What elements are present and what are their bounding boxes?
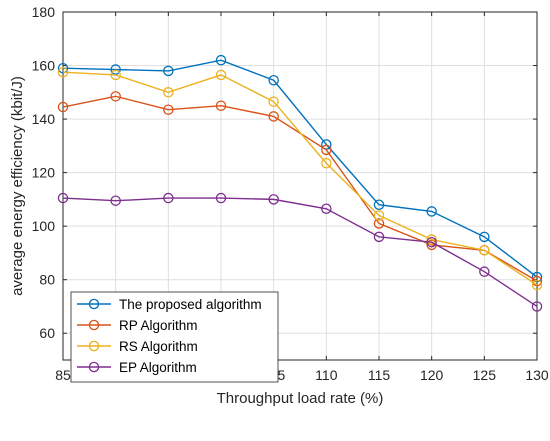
- data-point: [215, 54, 227, 66]
- y-tick-label: 120: [32, 165, 56, 181]
- data-point: [57, 192, 69, 204]
- data-point: [268, 75, 279, 86]
- x-tick-label: 120: [420, 367, 444, 383]
- data-point: [163, 104, 174, 115]
- x-tick-label: 85: [55, 367, 71, 383]
- y-tick-label: 160: [32, 58, 56, 74]
- data-point: [57, 101, 69, 113]
- data-point: [268, 194, 279, 205]
- legend-item: EP Algorithm: [77, 360, 197, 375]
- series-line: [62, 95, 538, 282]
- data-point: [479, 266, 490, 277]
- data-point: [531, 271, 543, 283]
- x-tick-label: 130: [525, 367, 549, 383]
- data-point: [110, 64, 121, 75]
- series-1: [57, 54, 543, 283]
- legend-marker: [88, 340, 100, 352]
- data-point: [215, 69, 227, 81]
- legend-label: EP Algorithm: [119, 360, 197, 375]
- series-line: [62, 197, 538, 308]
- data-point: [479, 231, 490, 243]
- legend-label: RP Algorithm: [119, 318, 198, 333]
- series-line: [62, 59, 538, 278]
- data-point: [531, 301, 543, 312]
- legend-item: RS Algorithm: [77, 339, 198, 354]
- y-tick-label: 100: [32, 218, 56, 234]
- data-point: [373, 218, 385, 229]
- data-point: [531, 279, 543, 291]
- legend-label: The proposed algorithm: [119, 297, 262, 312]
- data-point: [426, 234, 437, 245]
- data-point: [426, 206, 437, 217]
- data-point: [110, 69, 121, 81]
- legend-item: The proposed algorithm: [77, 297, 262, 312]
- data-point: [268, 111, 279, 122]
- series-line: [62, 71, 538, 286]
- y-tick-label: 60: [39, 325, 55, 341]
- y-tick-label: 140: [32, 111, 56, 127]
- series-2: [57, 91, 543, 287]
- data-point: [531, 275, 543, 287]
- data-point: [163, 87, 174, 98]
- data-point: [110, 91, 121, 102]
- data-point: [163, 192, 174, 204]
- series-3: [57, 66, 543, 291]
- series-group: [57, 54, 543, 312]
- data-point: [163, 65, 174, 77]
- data-point: [373, 210, 385, 221]
- data-point: [215, 192, 227, 204]
- legend: The proposed algorithm RP Algorithm RS Alg…: [70, 291, 279, 383]
- x-axis-label: Throughput load rate (%): [217, 390, 384, 407]
- x-tick-label: 125: [473, 367, 497, 383]
- data-point: [57, 66, 69, 78]
- plot-area-frame: [62, 11, 538, 361]
- legend-item: RP Algorithm: [77, 318, 198, 333]
- legend-marker: [88, 298, 100, 310]
- legend-marker: [88, 361, 100, 373]
- data-point: [373, 199, 385, 210]
- y-tick-label: 80: [39, 272, 55, 288]
- legend-marker: [88, 319, 100, 331]
- data-point: [268, 96, 279, 107]
- data-point: [321, 144, 332, 156]
- legend-label: RS Algorithm: [119, 339, 198, 354]
- data-point: [321, 157, 332, 169]
- y-axis-label: average energy efficiency (kbit/J): [9, 76, 26, 296]
- x-tick-label: 110: [315, 367, 338, 383]
- series-4: [57, 192, 543, 312]
- data-point: [321, 203, 332, 215]
- data-point: [426, 236, 437, 248]
- x-tick-label: 115: [368, 367, 391, 383]
- data-point: [479, 244, 490, 256]
- data-point: [215, 100, 227, 111]
- data-point: [110, 195, 121, 206]
- y-tick-label: 180: [32, 4, 56, 20]
- data-point: [373, 231, 385, 243]
